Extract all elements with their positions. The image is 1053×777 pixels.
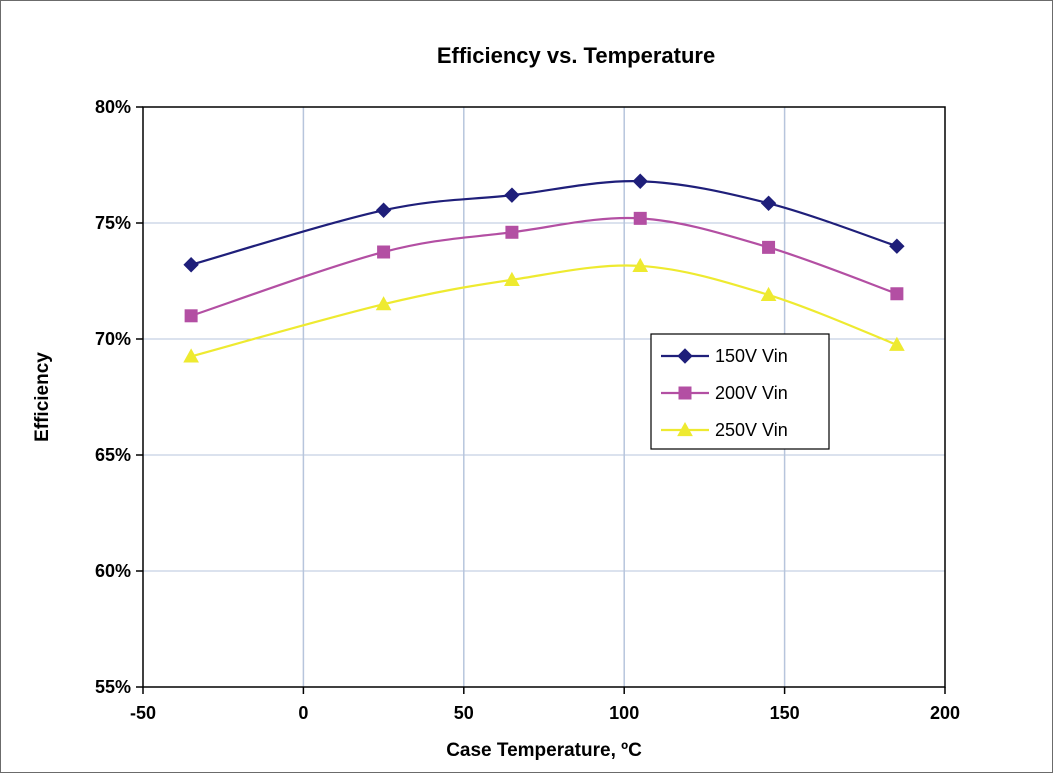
y-tick-label: 75% [95, 213, 131, 233]
data-point [632, 257, 649, 273]
data-point [183, 257, 199, 273]
y-tick-label: 65% [95, 445, 131, 465]
x-tick-label: 200 [930, 703, 960, 723]
x-tick-label: 100 [609, 703, 639, 723]
plot-area [142, 106, 946, 688]
series-line [190, 264, 898, 358]
axis-ticks: 55% 60% 65% 70% 75% 80% -50 0 50 100 150 200 [95, 97, 960, 723]
data-point [183, 348, 199, 363]
data-point [633, 211, 647, 225]
x-tick-label: 50 [454, 703, 474, 723]
legend-marker [677, 348, 693, 364]
legend-marker [678, 386, 692, 400]
y-tick-label: 55% [95, 677, 131, 697]
legend-label: 250V Vin [715, 420, 788, 440]
data-point [505, 225, 519, 239]
legend-label: 200V Vin [715, 383, 788, 403]
y-tick-label: 70% [95, 329, 131, 349]
data-point [184, 309, 198, 323]
legend: 150V Vin 200V Vin 250V Vin [650, 333, 830, 450]
series-3 [183, 257, 905, 363]
y-axis-title: Efficiency [32, 352, 53, 442]
x-axis-title: Case Temperature, ºC [446, 740, 642, 761]
data-point [504, 271, 520, 286]
x-tick-label: 0 [298, 703, 308, 723]
series-line [190, 180, 898, 266]
series-1 [183, 173, 905, 273]
data-point [375, 202, 392, 218]
data-point [889, 238, 905, 254]
data-point [632, 173, 648, 189]
data-point [760, 286, 777, 302]
y-tick-label: 80% [95, 97, 131, 117]
data-point [762, 240, 776, 254]
legend-label: 150V Vin [715, 346, 788, 366]
series-2 [184, 211, 904, 323]
y-tick-label: 60% [95, 561, 131, 581]
x-tick-label: -50 [130, 703, 156, 723]
data-point [890, 287, 904, 301]
data-point [760, 195, 777, 211]
legend-marker [677, 421, 693, 437]
gridlines [143, 107, 945, 687]
series-layer [183, 173, 905, 363]
series-line [190, 216, 898, 317]
data-point [375, 296, 392, 311]
x-tick-label: 150 [770, 703, 800, 723]
data-point [504, 187, 520, 203]
data-point [889, 336, 905, 351]
chart-title: Efficiency vs. Temperature [437, 43, 715, 68]
data-point [377, 245, 391, 259]
